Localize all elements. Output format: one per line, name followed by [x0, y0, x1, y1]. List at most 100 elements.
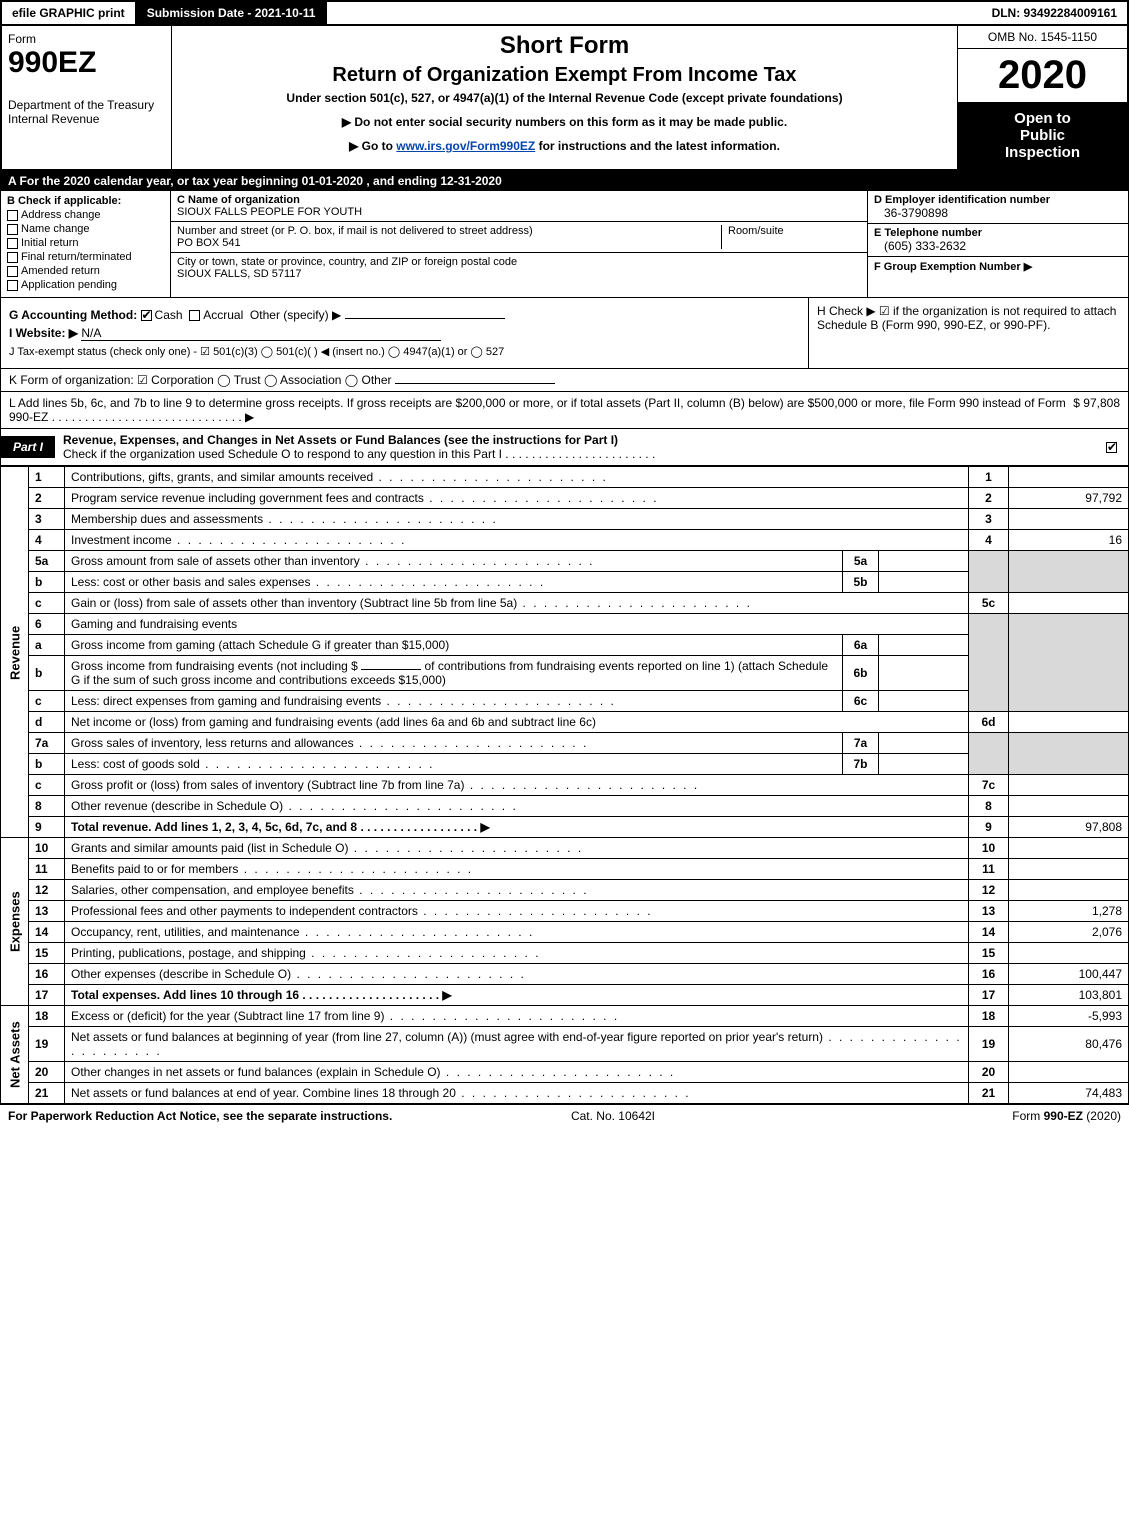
line-rnum: 5c: [969, 593, 1009, 614]
c-city-label: City or town, state or province, country…: [177, 256, 517, 268]
line-num: 16: [29, 964, 65, 985]
k-other-input[interactable]: [395, 383, 555, 384]
line-num: 3: [29, 509, 65, 530]
form-header-left: Form 990EZ Department of the Treasury In…: [2, 26, 172, 169]
line-subval: [879, 551, 969, 572]
col-def: D Employer identification number 36-3790…: [868, 191, 1128, 297]
line-num: c: [29, 691, 65, 712]
table-row: 2 Program service revenue including gove…: [1, 488, 1129, 509]
chk-amended-return[interactable]: Amended return: [7, 265, 164, 277]
line-rnum: 13: [969, 901, 1009, 922]
room-suite-label: Room/suite: [721, 225, 861, 249]
col-b: B Check if applicable: Address change Na…: [1, 191, 171, 297]
line-rval: [1009, 509, 1129, 530]
chk-application-pending[interactable]: Application pending: [7, 279, 164, 291]
chk-name-change[interactable]: Name change: [7, 223, 164, 235]
line-rnum: 17: [969, 985, 1009, 1006]
line-desc: Occupancy, rent, utilities, and maintena…: [65, 922, 969, 943]
grey-cell: [969, 614, 1009, 712]
other-label: Other (specify) ▶: [250, 308, 341, 322]
open-line1: Open to: [962, 110, 1123, 127]
line-rnum: 15: [969, 943, 1009, 964]
line-desc: Investment income: [65, 530, 969, 551]
chk-final-return[interactable]: Final return/terminated: [7, 251, 164, 263]
form-header-mid: Short Form Return of Organization Exempt…: [172, 26, 957, 169]
efile-tab[interactable]: efile GRAPHIC print: [2, 2, 137, 24]
line-desc: Gross profit or (loss) from sales of inv…: [65, 775, 969, 796]
chk-initial-return[interactable]: Initial return: [7, 237, 164, 249]
other-input[interactable]: [345, 318, 505, 319]
irs-link[interactable]: www.irs.gov/Form990EZ: [396, 139, 535, 153]
line-desc: Net assets or fund balances at end of ye…: [65, 1083, 969, 1104]
chk-address-change[interactable]: Address change: [7, 209, 164, 221]
title-return: Return of Organization Exempt From Incom…: [182, 64, 947, 87]
c-street-cell: Number and street (or P. O. box, if mail…: [171, 222, 867, 253]
line-desc: Gaming and fundraising events: [65, 614, 969, 635]
line-subval: [879, 754, 969, 775]
line-desc: Benefits paid to or for members: [65, 859, 969, 880]
line-rval: 1,278: [1009, 901, 1129, 922]
title-short-form: Short Form: [182, 32, 947, 60]
grey-cell: [1009, 551, 1129, 593]
line-rnum: 16: [969, 964, 1009, 985]
e-cell: E Telephone number (605) 333-2632: [868, 224, 1128, 257]
line-rnum: 21: [969, 1083, 1009, 1104]
chk-accrual[interactable]: [189, 310, 200, 321]
table-row: 16 Other expenses (describe in Schedule …: [1, 964, 1129, 985]
table-row: Net Assets 18 Excess or (deficit) for th…: [1, 1006, 1129, 1027]
line-num: 12: [29, 880, 65, 901]
col-c: C Name of organization SIOUX FALLS PEOPL…: [171, 191, 868, 297]
open-to-public: Open to Public Inspection: [958, 102, 1127, 169]
gh-row: G Accounting Method: Cash Accrual Other …: [0, 298, 1129, 369]
k-text: K Form of organization: ☑ Corporation ◯ …: [9, 373, 392, 387]
line-rval: 100,447: [1009, 964, 1129, 985]
line-desc: Professional fees and other payments to …: [65, 901, 969, 922]
table-row: 7a Gross sales of inventory, less return…: [1, 733, 1129, 754]
footer: For Paperwork Reduction Act Notice, see …: [0, 1104, 1129, 1127]
line-rnum: 4: [969, 530, 1009, 551]
line-num: 4: [29, 530, 65, 551]
line-desc: Excess or (deficit) for the year (Subtra…: [65, 1006, 969, 1027]
line-rval: 80,476: [1009, 1027, 1129, 1062]
table-row: 21 Net assets or fund balances at end of…: [1, 1083, 1129, 1104]
table-row: 14 Occupancy, rent, utilities, and maint…: [1, 922, 1129, 943]
line-rnum: 1: [969, 467, 1009, 488]
line-rnum: 8: [969, 796, 1009, 817]
table-row: 3 Membership dues and assessments 3: [1, 509, 1129, 530]
table-row: b Gross income from fundraising events (…: [1, 656, 1129, 691]
line-num: 17: [29, 985, 65, 1006]
part-i-checkbox[interactable]: [1098, 436, 1128, 458]
org-city: SIOUX FALLS, SD 57117: [177, 268, 302, 280]
line-subnum: 6c: [843, 691, 879, 712]
dept-treasury: Department of the Treasury: [8, 98, 165, 112]
line-desc: Other changes in net assets or fund bala…: [65, 1062, 969, 1083]
line-desc: Grants and similar amounts paid (list in…: [65, 838, 969, 859]
line-desc: Gross sales of inventory, less returns a…: [65, 733, 843, 754]
d-cell: D Employer identification number 36-3790…: [868, 191, 1128, 224]
table-row: b Less: cost of goods sold 7b: [1, 754, 1129, 775]
g-line: G Accounting Method: Cash Accrual Other …: [9, 308, 800, 322]
h-box: H Check ▶ ☑ if the organization is not r…: [808, 298, 1128, 368]
org-name: SIOUX FALLS PEOPLE FOR YOUTH: [177, 206, 362, 218]
line-num: a: [29, 635, 65, 656]
line-num: d: [29, 712, 65, 733]
table-row: 17 Total expenses. Add lines 10 through …: [1, 985, 1129, 1006]
line-subval: [879, 656, 969, 691]
line-num: 14: [29, 922, 65, 943]
d-label: D Employer identification number: [874, 194, 1050, 206]
line-rval: 97,808: [1009, 817, 1129, 838]
line-rnum: 7c: [969, 775, 1009, 796]
line-rval: 2,076: [1009, 922, 1129, 943]
part-i-title: Revenue, Expenses, and Changes in Net As…: [55, 429, 1098, 465]
cash-label: Cash: [155, 308, 183, 322]
contrib-amount-input[interactable]: [361, 669, 421, 670]
grey-cell: [969, 551, 1009, 593]
grey-cell: [969, 733, 1009, 775]
form-number: 990EZ: [8, 46, 165, 80]
top-bar: efile GRAPHIC print Submission Date - 20…: [0, 0, 1129, 26]
chk-cash[interactable]: [141, 310, 152, 321]
line-rval: 103,801: [1009, 985, 1129, 1006]
line-desc: Gross income from fundraising events (no…: [65, 656, 843, 691]
line-desc: Total expenses. Add lines 10 through 16 …: [65, 985, 969, 1006]
grey-cell: [1009, 733, 1129, 775]
